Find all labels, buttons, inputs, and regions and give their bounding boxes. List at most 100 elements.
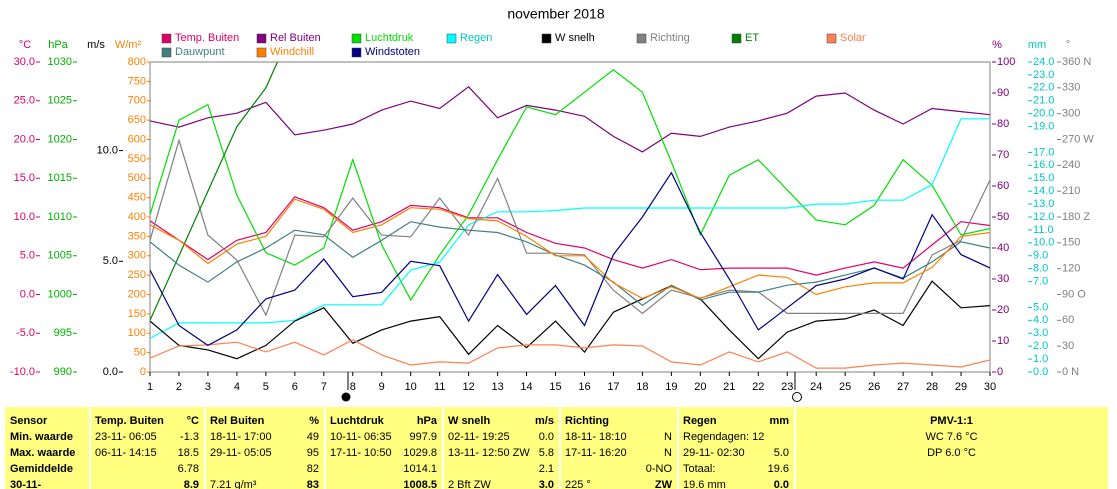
y-tick-label: 22.0 xyxy=(1033,82,1054,94)
x-tick-label: 21 xyxy=(723,381,735,393)
table-cell: 3.0 xyxy=(539,479,554,489)
table-cell: PMV-1:1 xyxy=(930,415,973,427)
x-tick-label: 16 xyxy=(578,381,590,393)
table-cell: 997.9 xyxy=(409,431,437,443)
y-tick-label: 25.0 xyxy=(14,95,35,107)
legend-swatch xyxy=(351,33,362,44)
table-background xyxy=(5,407,1108,489)
y-tick-label: 70 xyxy=(997,149,1009,161)
x-tick-label: 1 xyxy=(147,381,153,393)
x-tick-label: 26 xyxy=(868,381,880,393)
legend-label: Rel Buiten xyxy=(270,32,321,44)
table-cell: °C xyxy=(187,415,199,427)
x-tick-label: 11 xyxy=(434,381,445,393)
series-line xyxy=(150,62,279,321)
x-tick-label: 24 xyxy=(810,381,822,393)
y-tick-label: 80 xyxy=(997,118,1009,130)
y-tick-label: 20.0 xyxy=(14,133,35,145)
y-tick-label: 120 xyxy=(1062,263,1080,275)
x-tick-label: 6 xyxy=(292,381,298,393)
legend-swatch xyxy=(256,47,267,58)
table-cell: 1029.8 xyxy=(403,447,437,459)
y-tick-label: 1.0 xyxy=(1033,353,1048,365)
y-tick-label: 800 xyxy=(128,56,146,68)
legend-label: Richting xyxy=(650,32,690,44)
y-tick-label: 23.0 xyxy=(1033,69,1054,81)
y-tick-label: 2.0 xyxy=(1033,340,1048,352)
y-tick-label: 5.0 xyxy=(103,255,118,267)
y-tick-label: 210 xyxy=(1062,185,1080,197)
y-tick-label: 11.0 xyxy=(1033,224,1054,236)
y-tick-label: 150 xyxy=(1062,237,1080,249)
series-line xyxy=(150,69,990,302)
series-line xyxy=(150,171,990,347)
x-tick-label: 17 xyxy=(607,381,619,393)
legend-label: Dauwpunt xyxy=(175,46,225,58)
table-cell: 13-11- 12:50 ZW xyxy=(448,447,530,459)
table-cell: W snelh xyxy=(448,415,490,427)
y-tick-label: 0.0 xyxy=(20,288,35,300)
y-tick-label: -10.0 xyxy=(10,366,35,378)
y-tick-label: 20.0 xyxy=(1033,108,1054,120)
y-tick-label: 5.0 xyxy=(1033,301,1048,313)
axis-unit: m/s xyxy=(87,39,105,51)
table-cell: ZW xyxy=(655,479,673,489)
y-tick-label: 300 xyxy=(1062,108,1080,120)
chart-title: november 2018 xyxy=(507,6,605,22)
legend-label: Regen xyxy=(460,32,492,44)
y-tick-label: 0 N xyxy=(1062,366,1079,378)
legend-label: Luchtdruk xyxy=(365,32,414,44)
legend-swatch xyxy=(161,33,172,44)
y-tick-label: 3.0 xyxy=(1033,327,1048,339)
table-cell: 18-11- 17:00 xyxy=(210,431,272,443)
series-line xyxy=(150,118,990,339)
y-tick-label: 550 xyxy=(128,153,146,165)
table-cell: Temp. Buiten xyxy=(95,415,164,427)
x-tick-label: 13 xyxy=(491,381,503,393)
table-cell: 19.6 mm xyxy=(683,479,726,489)
table-cell: % xyxy=(309,415,319,427)
series-line xyxy=(150,339,990,369)
table-cell: 17-11- 16:20 xyxy=(565,447,627,459)
y-tick-label: 1025 xyxy=(48,95,72,107)
y-tick-label: 0.0 xyxy=(103,366,118,378)
table-cell: 0.0 xyxy=(774,479,789,489)
y-tick-label: 10 xyxy=(997,335,1009,347)
y-tick-label: 90 O xyxy=(1062,288,1086,300)
x-tick-label: 23 xyxy=(781,381,793,393)
legend-label: W snelh xyxy=(555,32,595,44)
table-cell: 06-11- 14:15 xyxy=(95,447,157,459)
y-tick-label: 990 xyxy=(54,366,72,378)
axis-unit: % xyxy=(992,39,1002,51)
table-cell: 2 Bft ZW xyxy=(448,479,491,489)
legend-swatch xyxy=(161,47,172,58)
y-tick-label: 270 W xyxy=(1062,133,1094,145)
y-tick-label: 1005 xyxy=(48,250,72,262)
y-tick-label: 300 xyxy=(128,250,146,262)
y-tick-label: 30.0 xyxy=(14,56,35,68)
y-tick-label: 240 xyxy=(1062,159,1080,171)
x-tick-label: 3 xyxy=(205,381,211,393)
plot-area xyxy=(149,61,991,373)
x-tick-label: 15 xyxy=(549,381,561,393)
axis-unit: W/m² xyxy=(115,39,142,51)
table-cell: Rel Buiten xyxy=(210,415,265,427)
y-tick-label: 15.0 xyxy=(1033,172,1054,184)
legend-label: Temp. Buiten xyxy=(175,32,239,44)
y-tick-label: 7.0 xyxy=(1033,275,1048,287)
table-cell: DP 6.0 °C xyxy=(927,447,976,459)
table-cell: 5.8 xyxy=(539,447,554,459)
y-tick-label: 500 xyxy=(128,172,146,184)
x-tick-label: 4 xyxy=(234,381,240,393)
table-cell: Gemiddelde xyxy=(10,463,73,475)
table-cell: 29-11- 02:30 xyxy=(683,447,745,459)
x-tick-label: 8 xyxy=(350,381,356,393)
table-cell: 10-11- 06:35 xyxy=(330,431,392,443)
table-cell: mm xyxy=(769,415,789,427)
y-tick-label: 750 xyxy=(128,75,146,87)
y-tick-label: 600 xyxy=(128,133,146,145)
y-tick-label: 10.0 xyxy=(14,211,35,223)
table-cell: Regendagen: 12 xyxy=(683,431,764,443)
